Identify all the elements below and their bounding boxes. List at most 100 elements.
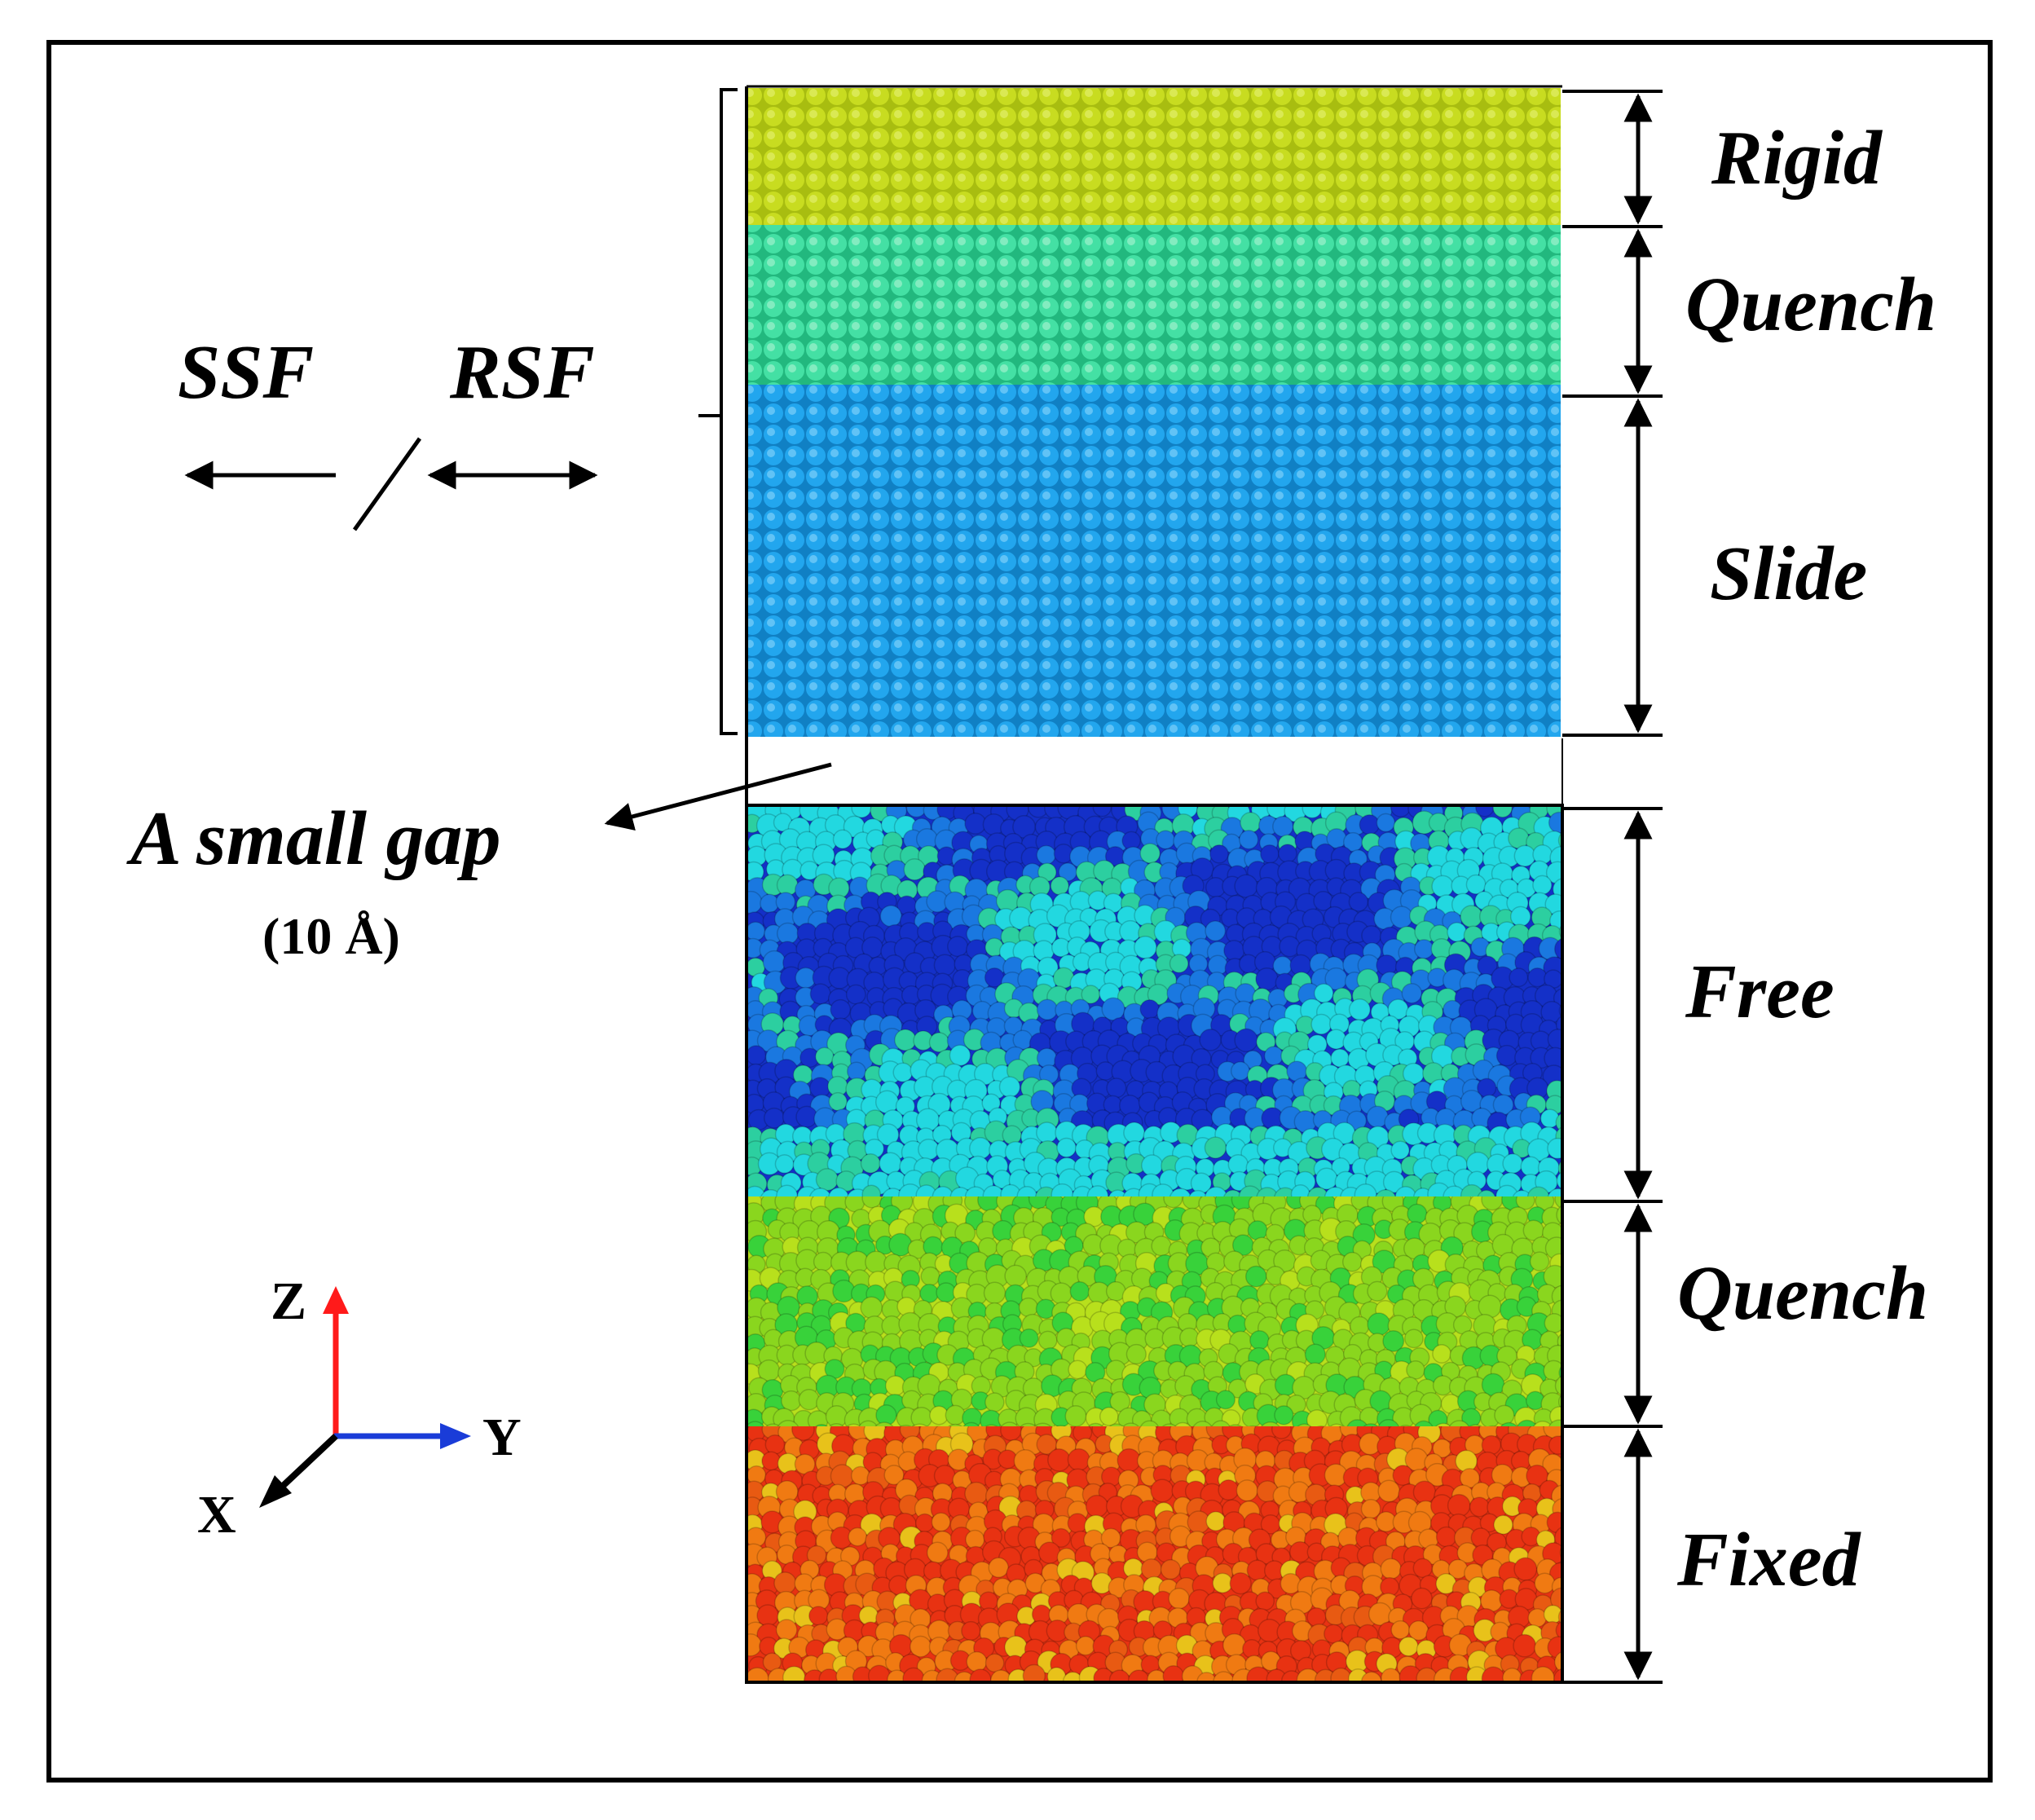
atom: [828, 1091, 848, 1112]
atom: [1263, 1046, 1284, 1066]
atom: [1390, 906, 1413, 929]
atom: [984, 1424, 998, 1426]
atom: [876, 1123, 900, 1146]
atom: [1213, 1671, 1235, 1681]
atom: [813, 1251, 834, 1272]
gap-size-label: (10 Å): [262, 907, 400, 965]
atom: [777, 1419, 799, 1426]
atom: [1432, 1344, 1451, 1364]
atom: [984, 1392, 1005, 1412]
atom: [1099, 1407, 1119, 1426]
atom: [760, 1188, 782, 1196]
atom: [1431, 875, 1455, 898]
atom: [848, 1527, 868, 1547]
atom: [1375, 1188, 1397, 1196]
rigid-layer: [748, 88, 1561, 225]
atom: [1260, 844, 1280, 864]
atom: [1359, 814, 1381, 835]
atom: [1244, 1265, 1267, 1288]
quench-bottom-label: Quench: [1677, 1251, 1928, 1336]
atom: [1517, 1419, 1538, 1426]
slide-label: Slide: [1710, 531, 1867, 616]
atom: [1150, 1478, 1174, 1503]
atom: [761, 1451, 782, 1471]
atom: [1554, 1527, 1561, 1549]
atom: [1163, 1196, 1183, 1209]
atom: [883, 1465, 905, 1486]
atom: [1238, 1185, 1262, 1196]
atom: [1493, 1514, 1513, 1536]
lower-block-border: [745, 804, 1564, 1684]
atom: [892, 1062, 914, 1083]
atom: [1134, 936, 1157, 959]
atom: [903, 858, 926, 881]
layer-dimension-ticks: [1562, 90, 1663, 1684]
atom: [1139, 843, 1161, 864]
atom: [1022, 1664, 1046, 1681]
atom: [773, 1571, 797, 1595]
atom: [874, 1421, 894, 1426]
atom: [1156, 830, 1176, 850]
atom: [845, 984, 866, 1005]
atom: [1140, 1420, 1159, 1426]
atom: [1535, 1196, 1555, 1211]
atom: [1235, 983, 1257, 1004]
atom: [1204, 1186, 1228, 1196]
atom: [1515, 1196, 1535, 1210]
atom: [798, 1389, 820, 1411]
atom: [879, 905, 902, 928]
atom: [1051, 1527, 1071, 1549]
atom: [1215, 1390, 1236, 1410]
atom: [1413, 1188, 1433, 1196]
atom: [1234, 1028, 1258, 1053]
atom: [1548, 1435, 1561, 1455]
atom: [1558, 1366, 1561, 1380]
atom: [1556, 1205, 1561, 1224]
atom: [1036, 1122, 1058, 1144]
atom: [1547, 1188, 1561, 1196]
atom: [1447, 922, 1467, 942]
atom: [1398, 1636, 1419, 1657]
atom: [1278, 844, 1297, 863]
atom: [1020, 1422, 1037, 1426]
atom: [1556, 1172, 1561, 1189]
atom: [1488, 1425, 1497, 1426]
atom: [1230, 1061, 1250, 1081]
atom: [1034, 1186, 1058, 1196]
atom: [1092, 805, 1112, 817]
atom: [1411, 1587, 1433, 1610]
atom: [748, 1045, 767, 1066]
atom: [1255, 967, 1279, 991]
atom: [748, 1421, 765, 1426]
atom: [919, 1283, 940, 1303]
atom: [1492, 805, 1513, 818]
slide-layer: [748, 385, 1561, 737]
atom: [1038, 1541, 1061, 1564]
atom: [828, 1187, 849, 1196]
atom: [1553, 1668, 1561, 1681]
atom: [1062, 1671, 1083, 1681]
atom: [1527, 1608, 1548, 1628]
atom: [1330, 1048, 1350, 1068]
atom: [1477, 1189, 1496, 1196]
atom: [1316, 1425, 1326, 1426]
atom: [1004, 1264, 1028, 1288]
atom: [1557, 1610, 1561, 1624]
atom: [1033, 1422, 1052, 1426]
atom: [1413, 939, 1434, 959]
atom: [1036, 844, 1056, 866]
atom: [1018, 1297, 1039, 1318]
atom: [1160, 1558, 1182, 1580]
atom: [966, 1650, 988, 1672]
atom: [1341, 1251, 1363, 1272]
quench-top-layer: [748, 225, 1561, 385]
atom: [1533, 1420, 1553, 1426]
atom: [998, 1076, 1021, 1098]
atom: [1000, 1421, 1019, 1426]
atom: [1122, 1422, 1139, 1426]
atom: [1559, 1547, 1561, 1558]
atom: [1140, 1558, 1162, 1580]
atom: [1050, 876, 1070, 896]
atom: [1360, 1498, 1381, 1519]
atom: [850, 1465, 870, 1486]
